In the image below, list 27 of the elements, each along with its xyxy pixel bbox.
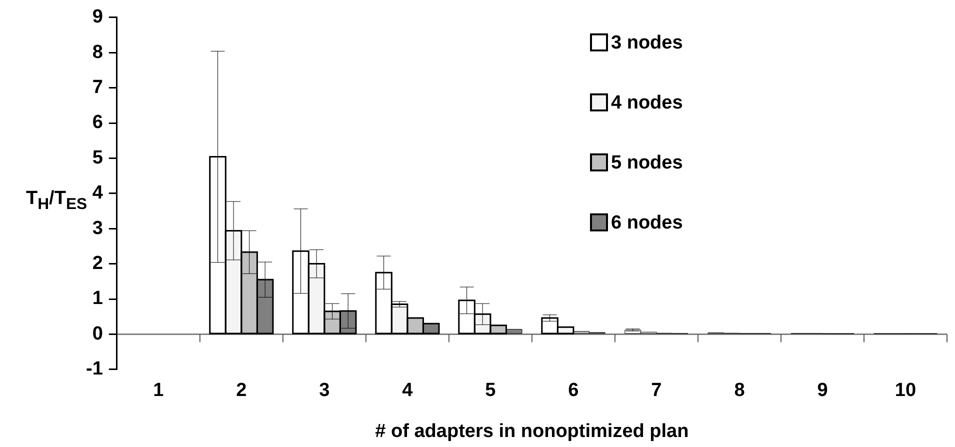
legend-label: 4 nodes <box>611 92 683 114</box>
y-tick-label: -1 <box>86 358 104 380</box>
x-tick-label: 10 <box>894 380 916 402</box>
x-tick-label: 4 <box>402 380 414 402</box>
x-tick-label: 9 <box>817 380 828 402</box>
y-tick-label: 7 <box>92 77 103 98</box>
y-tick-label: 3 <box>92 218 103 239</box>
x-tick-label: 7 <box>651 380 662 402</box>
y-tick-label: 0 <box>92 323 103 344</box>
x-tick-label: 8 <box>734 380 745 402</box>
legend-label: 3 nodes <box>611 32 683 54</box>
y-tick-label: 9 <box>92 6 103 28</box>
legend-label: 6 nodes <box>611 212 683 234</box>
y-axis-title: T$_{H}$/T$_{ES}$ <box>26 188 88 214</box>
y-tick-label: 1 <box>92 288 104 310</box>
x-tick-label: 3 <box>319 380 330 402</box>
y-tick-label: 6 <box>92 112 103 134</box>
x-tick-label: 6 <box>568 380 579 402</box>
x-tick-label: 1 <box>153 380 164 402</box>
legend-label: 5 nodes <box>611 152 683 174</box>
y-tick-label: 2 <box>92 253 103 274</box>
y-tick-label: 8 <box>92 42 103 63</box>
y-tick-label: 5 <box>92 147 104 168</box>
y-tick-label: 4 <box>92 182 104 204</box>
x-tick-label: 5 <box>485 380 496 402</box>
x-tick-label: 2 <box>236 380 247 402</box>
x-axis-title: # of adapters in nonoptimized plan <box>375 420 689 442</box>
